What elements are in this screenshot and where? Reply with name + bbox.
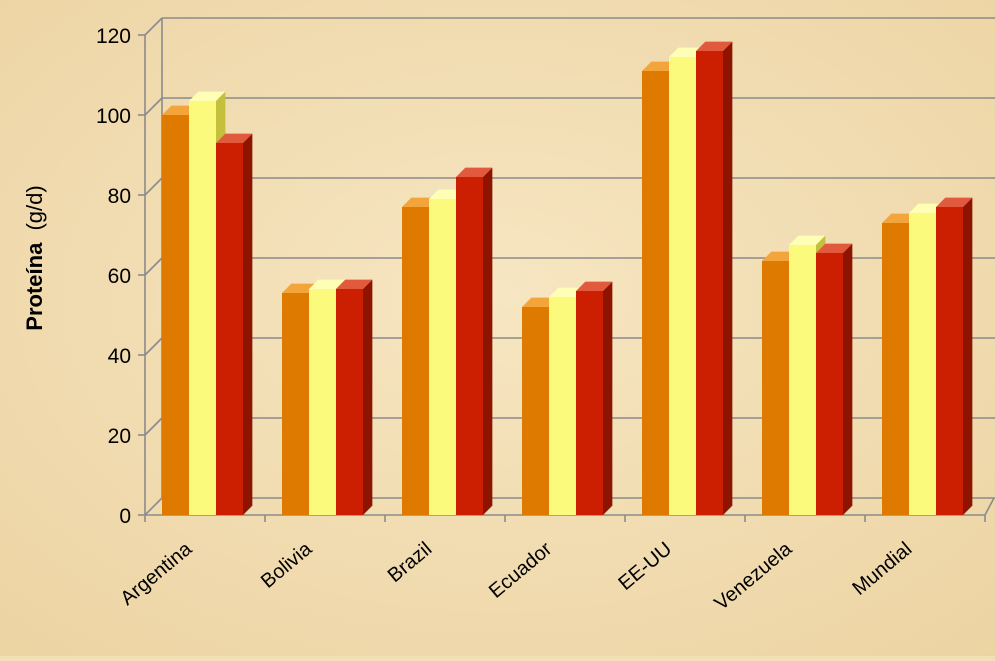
y-tick-label: 60 <box>108 265 131 288</box>
bar-side <box>243 133 253 515</box>
bar-front <box>402 207 429 515</box>
bar-front <box>549 297 576 515</box>
bar-front <box>762 261 789 515</box>
gridline-depth <box>144 17 163 36</box>
x-axis-depth-line <box>984 497 995 516</box>
bar-top <box>309 279 346 289</box>
bar-front <box>789 245 816 515</box>
gridline-depth <box>144 417 163 436</box>
bar-front <box>909 213 936 515</box>
bar-side <box>723 41 733 516</box>
gridline-depth <box>144 177 163 196</box>
bar-front <box>309 289 336 515</box>
bar-top <box>189 91 226 101</box>
bar-front <box>162 115 189 515</box>
bar-top <box>816 243 853 253</box>
y-axis-title: Proteína (g/d) <box>22 185 47 330</box>
bar <box>336 279 373 515</box>
y-tick-label: 100 <box>96 105 131 128</box>
bar-front <box>576 291 603 515</box>
bar-side <box>363 279 373 515</box>
y-tick-label: 80 <box>108 185 131 208</box>
bar <box>696 41 733 516</box>
bar-top <box>336 279 373 289</box>
bar-side <box>963 197 973 515</box>
y-axis-title-bold: Proteína <box>22 242 47 331</box>
bar-front <box>456 177 483 515</box>
bar <box>936 197 973 515</box>
bar-front <box>642 71 669 515</box>
bar-front <box>216 143 243 515</box>
bar <box>576 281 613 515</box>
bar-front <box>189 101 216 515</box>
bar-front <box>816 253 843 515</box>
y-tick-label: 0 <box>119 505 131 528</box>
bar <box>456 167 493 515</box>
bar <box>216 133 253 515</box>
y-tick-label: 20 <box>108 425 131 448</box>
bar-front <box>429 199 456 515</box>
bar-top <box>576 281 613 291</box>
bar-top <box>789 235 826 245</box>
gridline-depth <box>144 97 163 116</box>
bar-front <box>696 51 723 515</box>
bar-side <box>843 243 853 515</box>
bar-front <box>936 207 963 515</box>
bar-front <box>336 289 363 515</box>
bar <box>816 243 853 515</box>
gridline-depth <box>144 497 163 516</box>
bar-front <box>522 307 549 515</box>
gridline-depth <box>144 257 163 276</box>
bar-side <box>483 167 493 515</box>
y-tick-label: 40 <box>108 345 131 368</box>
y-tick-label: 120 <box>96 25 131 48</box>
bar-front <box>669 57 696 515</box>
bar-front <box>882 223 909 515</box>
bar-top <box>456 167 493 177</box>
bar-front <box>282 293 309 515</box>
bar-top <box>696 41 733 51</box>
bar-top <box>936 197 973 207</box>
bar-top <box>216 133 253 143</box>
gridline-depth <box>144 337 163 356</box>
bars <box>162 41 973 516</box>
y-axis-title-unit: (g/d) <box>22 185 47 230</box>
bar-side <box>603 281 613 515</box>
